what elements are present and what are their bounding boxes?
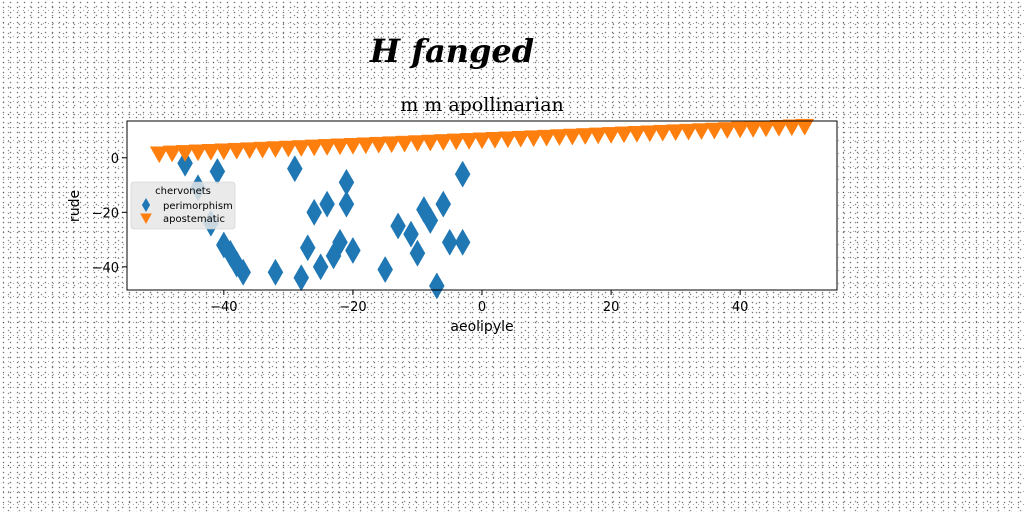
point-apostematic: [730, 121, 750, 139]
point-perimorphism: [177, 149, 193, 177]
legend-marker-apostematic: [140, 213, 152, 225]
legend: chervonets perimorphism apostematic: [130, 181, 236, 230]
point-perimorphism: [338, 190, 355, 218]
point-perimorphism: [287, 155, 303, 183]
y-tick-label: 0: [111, 152, 119, 167]
point-apostematic: [575, 128, 595, 145]
point-apostematic: [382, 136, 402, 154]
point-apostematic: [562, 128, 582, 146]
y-tick-label: −20: [92, 206, 119, 221]
point-apostematic: [446, 133, 466, 151]
point-apostematic: [524, 130, 544, 148]
point-apostematic: [550, 129, 569, 147]
point-perimorphism: [422, 206, 439, 234]
point-apostematic: [304, 139, 324, 157]
point-perimorphism: [319, 190, 335, 218]
point-apostematic: [472, 132, 492, 150]
legend-label-apostematic: apostematic: [163, 214, 225, 225]
point-perimorphism: [235, 258, 251, 286]
point-apostematic: [266, 141, 285, 159]
point-apostematic: [330, 138, 350, 156]
x-axis-label: aeolipyle: [450, 319, 513, 335]
point-perimorphism: [441, 228, 458, 256]
point-apostematic: [201, 144, 221, 161]
point-apostematic: [291, 140, 311, 157]
point-apostematic: [679, 123, 698, 141]
y-axis-label: rude: [67, 190, 83, 222]
point-perimorphism: [312, 253, 329, 281]
point-apostematic: [395, 135, 414, 153]
x-tick-label: 40: [732, 300, 749, 315]
point-apostematic: [640, 125, 660, 143]
x-tick-label: −40: [210, 300, 237, 315]
point-apostematic: [369, 136, 389, 154]
legend-marker-perimorphism: [141, 198, 151, 212]
point-perimorphism: [299, 234, 316, 262]
point-apostematic: [356, 137, 376, 155]
point-apostematic: [627, 126, 647, 143]
point-apostematic: [717, 122, 737, 139]
figure-suptitle: H fanged: [369, 32, 534, 70]
point-apostematic: [240, 142, 260, 160]
point-perimorphism: [377, 256, 393, 284]
point-apostematic: [511, 130, 531, 148]
point-perimorphism: [403, 220, 419, 248]
point-apostematic: [614, 126, 634, 144]
point-perimorphism: [345, 236, 361, 264]
y-tick-label: −40: [92, 261, 119, 276]
point-apostematic: [459, 133, 479, 150]
point-apostematic: [175, 145, 195, 162]
axes-title: m m apollinarian: [400, 94, 564, 116]
point-apostematic: [214, 143, 234, 161]
point-apostematic: [666, 124, 686, 142]
point-perimorphism: [332, 228, 348, 256]
point-perimorphism: [293, 264, 310, 292]
legend-title: chervonets: [155, 186, 211, 197]
point-perimorphism: [429, 272, 445, 300]
point-apostematic: [769, 120, 789, 137]
point-apostematic: [653, 124, 673, 142]
point-apostematic: [188, 144, 208, 162]
point-perimorphism: [306, 198, 322, 226]
point-perimorphism: [267, 258, 284, 286]
y-axis-ticks: −40 −20 0: [92, 152, 127, 276]
point-apostematic: [317, 139, 337, 156]
point-apostematic: [420, 134, 440, 152]
x-tick-label: 0: [478, 300, 486, 315]
point-apostematic: [278, 140, 298, 158]
point-apostematic: [227, 142, 247, 160]
point-perimorphism: [409, 239, 426, 267]
x-axis-ticks: −40 −20 0 20 40: [210, 290, 748, 315]
legend-box: [130, 181, 236, 230]
point-perimorphism: [454, 160, 471, 188]
x-tick-label: 20: [603, 300, 620, 315]
point-apostematic: [795, 118, 815, 136]
point-perimorphism: [435, 190, 452, 218]
point-apostematic: [498, 131, 518, 149]
x-tick-label: −20: [339, 300, 366, 315]
series-apostematic: [149, 118, 815, 164]
point-apostematic: [149, 146, 169, 164]
point-apostematic: [162, 145, 182, 163]
point-apostematic: [343, 138, 363, 155]
point-apostematic: [704, 122, 724, 140]
point-perimorphism: [390, 212, 406, 240]
point-apostematic: [433, 134, 453, 151]
point-apostematic: [485, 132, 505, 149]
point-apostematic: [692, 123, 711, 141]
point-apostematic: [408, 135, 427, 153]
point-apostematic: [253, 141, 272, 159]
point-apostematic: [601, 127, 621, 144]
point-apostematic: [782, 119, 802, 137]
point-apostematic: [537, 129, 556, 147]
point-perimorphism: [454, 228, 471, 256]
legend-label-perimorphism: perimorphism: [163, 201, 233, 212]
point-apostematic: [588, 127, 608, 145]
